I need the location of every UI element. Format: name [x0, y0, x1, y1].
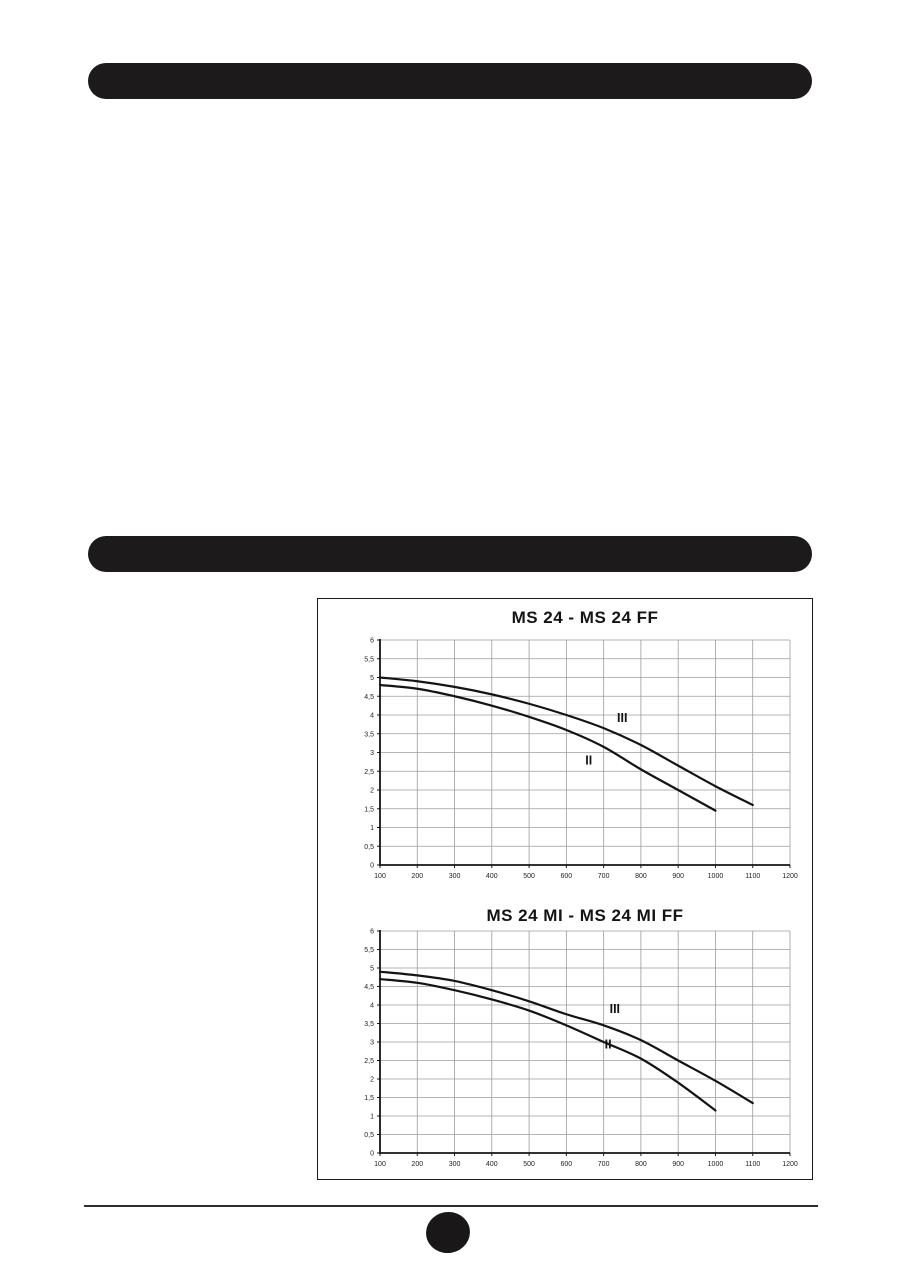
svg-text:0: 0	[370, 1151, 374, 1158]
svg-text:1000: 1000	[708, 873, 724, 880]
svg-text:500: 500	[523, 873, 535, 880]
svg-text:2: 2	[370, 1077, 374, 1084]
svg-text:100: 100	[374, 1161, 386, 1168]
svg-text:1: 1	[370, 1114, 374, 1121]
section-header-bar-top	[88, 63, 812, 99]
svg-text:3,5: 3,5	[364, 1021, 374, 1028]
svg-text:1100: 1100	[745, 873, 760, 880]
svg-text:II: II	[585, 754, 592, 768]
svg-text:600: 600	[561, 1161, 573, 1168]
svg-text:200: 200	[411, 873, 423, 880]
svg-text:2,5: 2,5	[364, 769, 374, 776]
svg-text:100: 100	[374, 873, 386, 880]
svg-text:3: 3	[370, 1040, 374, 1047]
svg-text:1200: 1200	[782, 873, 798, 880]
svg-text:III: III	[617, 711, 627, 725]
chart-ms24-title: MS 24 - MS 24 FF	[511, 608, 659, 627]
svg-text:II: II	[605, 1038, 612, 1052]
svg-text:6: 6	[370, 929, 374, 936]
svg-text:4,5: 4,5	[364, 694, 374, 701]
svg-text:III: III	[610, 1002, 620, 1016]
svg-text:6: 6	[370, 638, 374, 645]
section-header-bar-pump-curves	[88, 536, 812, 572]
pump-curves-panel: MS 24 - MS 24 FF 0 0,5 1 1,5 2 2,5 3 3,5 4 4,5 5 5,…	[317, 598, 813, 1180]
svg-text:900: 900	[672, 873, 684, 880]
svg-text:700: 700	[598, 1161, 610, 1168]
page-number-badge	[422, 1208, 474, 1257]
svg-text:2,5: 2,5	[364, 1058, 374, 1065]
chart-ms24mi-canvas: 0 0,5 1 1,5 2 2,5 3 3,5 4 4,5 5 5,5 6 100 200 300 400 500…	[364, 929, 798, 1169]
chart-ms24-canvas: 0 0,5 1 1,5 2 2,5 3 3,5 4 4,5 5 5,5 6 100 200 300 400 500…	[364, 638, 798, 881]
svg-text:4: 4	[370, 1003, 374, 1010]
svg-text:700: 700	[598, 873, 610, 880]
chart-ms24mi: MS 24 MI - MS 24 MI FF 0 0,5 1 1,5 2 2,5 3 3,5 4…	[318, 890, 811, 1178]
svg-text:5: 5	[370, 675, 374, 682]
svg-text:1200: 1200	[782, 1161, 798, 1168]
svg-text:4: 4	[370, 713, 374, 720]
svg-text:800: 800	[635, 1161, 647, 1168]
svg-text:4,5: 4,5	[364, 984, 374, 991]
svg-text:5,5: 5,5	[364, 947, 374, 954]
svg-text:300: 300	[449, 1161, 461, 1168]
svg-text:600: 600	[561, 873, 573, 880]
svg-text:1: 1	[370, 825, 374, 832]
svg-text:3: 3	[370, 750, 374, 757]
svg-text:1100: 1100	[745, 1161, 760, 1168]
svg-text:1,5: 1,5	[364, 1095, 374, 1102]
svg-text:1,5: 1,5	[364, 806, 374, 813]
svg-text:0: 0	[370, 863, 374, 870]
svg-text:5,5: 5,5	[364, 656, 374, 663]
svg-text:0,5: 0,5	[364, 844, 374, 851]
svg-text:3,5: 3,5	[364, 731, 374, 738]
footer-divider	[84, 1205, 818, 1207]
svg-text:5: 5	[370, 966, 374, 973]
svg-text:0,5: 0,5	[364, 1132, 374, 1139]
svg-text:900: 900	[672, 1161, 684, 1168]
chart-ms24mi-title: MS 24 MI - MS 24 MI FF	[486, 906, 684, 925]
chart-ms24: MS 24 - MS 24 FF 0 0,5 1 1,5 2 2,5 3 3,5 4 4,5 5 5,…	[318, 599, 811, 890]
svg-text:500: 500	[523, 1161, 535, 1168]
svg-text:1000: 1000	[708, 1161, 724, 1168]
svg-text:400: 400	[486, 873, 498, 880]
svg-text:800: 800	[635, 873, 647, 880]
svg-text:300: 300	[449, 873, 461, 880]
svg-text:2: 2	[370, 788, 374, 795]
svg-text:400: 400	[486, 1161, 498, 1168]
svg-text:200: 200	[411, 1161, 423, 1168]
